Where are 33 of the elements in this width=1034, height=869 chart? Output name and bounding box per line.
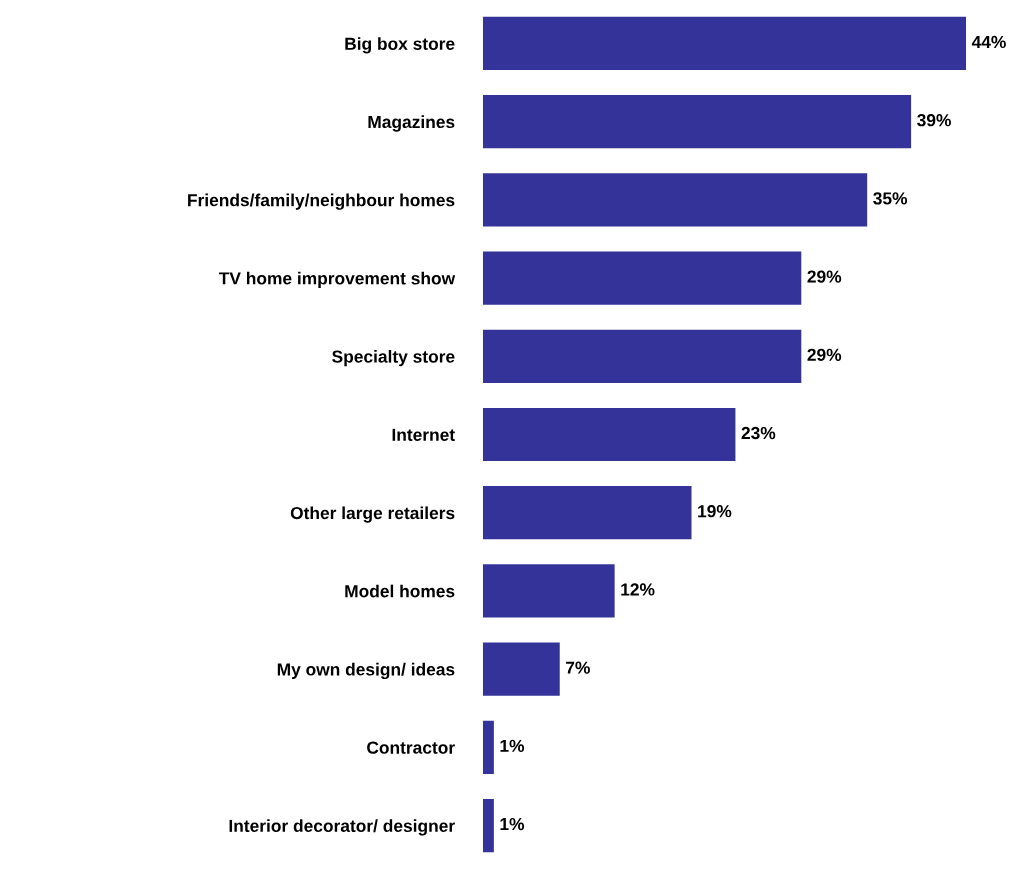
y-tick-label: Contractor	[367, 741, 455, 754]
data-label: 23%	[741, 426, 776, 440]
data-label: 19%	[698, 505, 732, 518]
bar	[482, 16, 967, 71]
y-tick-label: Other large retailers	[290, 506, 455, 523]
y-tick-label: Magazines	[368, 115, 455, 132]
bar	[482, 486, 692, 540]
data-label: 35%	[873, 192, 908, 205]
bar	[482, 329, 802, 383]
y-tick-label: Friends/family/neighbour homes	[188, 193, 455, 210]
data-label: 29%	[807, 270, 842, 283]
data-label: 39%	[917, 114, 951, 127]
y-tick-label: My own design/ ideas	[277, 662, 455, 680]
y-tick-label: Big box store	[345, 37, 455, 54]
data-label: 12%	[621, 583, 655, 596]
data-label: 1%	[500, 739, 525, 752]
data-label: 1%	[500, 817, 525, 831]
bar	[482, 407, 736, 462]
y-tick-label: TV home improvement show	[218, 271, 456, 288]
bar	[482, 798, 494, 853]
bar	[482, 251, 802, 305]
y-tick-label: Interior decorator/ designer	[229, 819, 455, 836]
bar	[482, 642, 560, 696]
y-tick-label: Internet	[392, 428, 455, 441]
bar	[482, 173, 868, 227]
data-label: 29%	[807, 348, 842, 361]
data-label: 7%	[566, 661, 590, 674]
bar	[482, 564, 615, 618]
y-tick-label: Model homes	[345, 584, 455, 598]
data-label: 44%	[971, 35, 1006, 49]
bar	[482, 95, 912, 149]
bar	[482, 720, 494, 774]
y-tick-label: Specialty store	[332, 350, 455, 367]
